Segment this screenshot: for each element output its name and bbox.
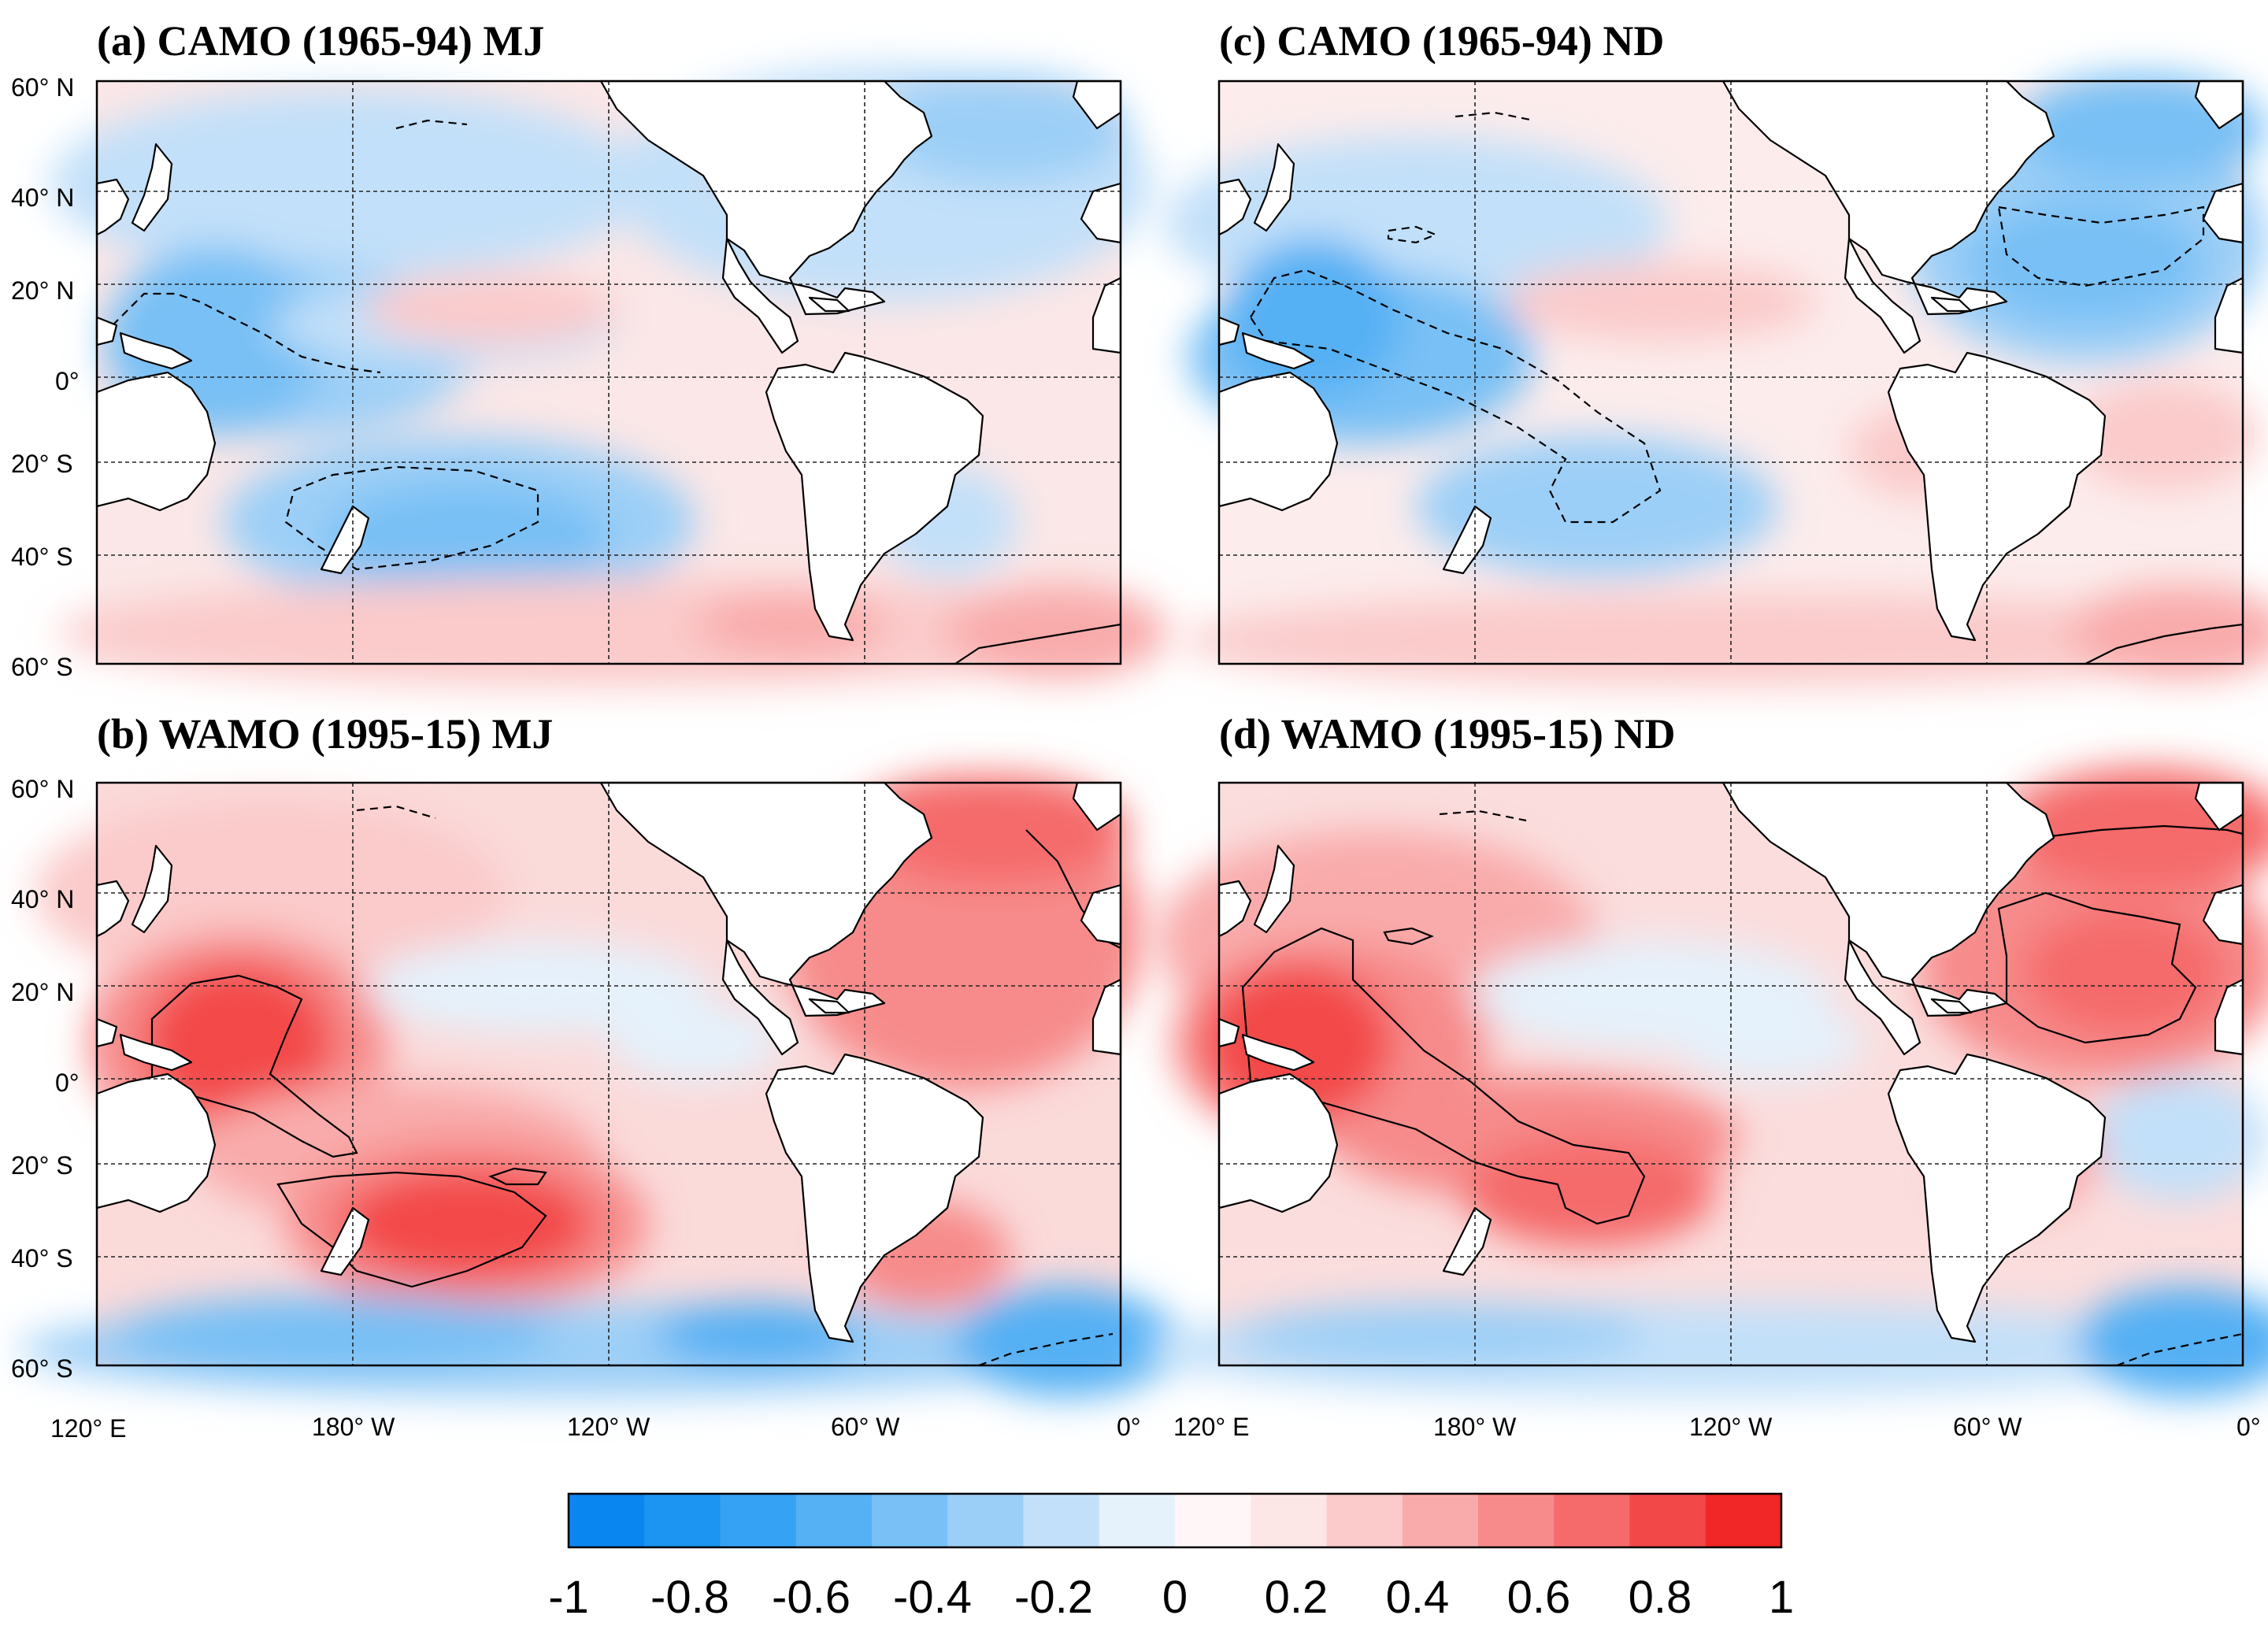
lon-label: 120° W — [567, 1413, 650, 1441]
colorbar-cell — [1099, 1494, 1176, 1547]
colorbar-cell — [947, 1494, 1025, 1547]
lat-label: 20° N — [11, 276, 74, 305]
panel-a-title: (a) CAMO (1965-94) MJ — [97, 17, 544, 65]
lat-label: 60° N — [11, 775, 74, 803]
panel-a: (a) CAMO (1965-94) MJ — [50, 17, 1168, 687]
colorbar-tick-label: 0.4 — [1386, 1572, 1450, 1623]
lon-label: 0° — [2236, 1413, 2261, 1441]
lon-label: 120° W — [1689, 1413, 1773, 1441]
panel-d: (d) WAMO (1995-15) ND — [1140, 710, 2268, 1397]
colorbar-tick-label: -0.8 — [650, 1572, 729, 1623]
colorbar-cell — [1629, 1494, 1707, 1547]
colorbar-cell — [1478, 1494, 1555, 1547]
colorbar-tick-label: 0 — [1162, 1572, 1188, 1623]
lon-labels-right: 120° E 180° W 120° W 60° W 0° — [1173, 1413, 2261, 1441]
lat-label: 40° S — [11, 1244, 73, 1273]
panel-b: (b) WAMO (1995-15) MJ — [18, 710, 1176, 1397]
lat-label: 60° N — [11, 73, 74, 102]
colorbar-tick-label: -0.4 — [893, 1572, 972, 1623]
colorbar-tick-label: -1 — [548, 1572, 589, 1623]
colorbar-cell — [1023, 1494, 1100, 1547]
colorbar-cell — [795, 1494, 873, 1547]
lat-label: 60° S — [11, 653, 73, 681]
colorbar-cell — [1175, 1494, 1251, 1547]
colorbar-cell — [1402, 1494, 1479, 1547]
lat-label: 20° S — [11, 1151, 73, 1180]
lat-label: 40° S — [11, 543, 73, 571]
lat-label: 20° S — [11, 450, 73, 478]
lon-label: 120° E — [50, 1414, 126, 1443]
colorbar-tick-label: 0.6 — [1507, 1572, 1571, 1623]
colorbar-cell — [1251, 1494, 1328, 1547]
lat-labels-bottom: 60° N 40° N 20° N 0° 20° S 40° S 60° S — [11, 775, 80, 1383]
lat-label: 60° S — [11, 1354, 73, 1383]
lon-label: 60° W — [831, 1413, 900, 1441]
panel-c: (c) CAMO (1965-94) ND — [1164, 17, 2268, 687]
lat-label: 0° — [55, 367, 80, 395]
lat-label: 20° N — [11, 978, 74, 1006]
colorbar-tick-label: 0.8 — [1629, 1572, 1692, 1623]
lon-label: 180° W — [1433, 1413, 1517, 1441]
colorbar-tick-label: -0.6 — [772, 1572, 850, 1623]
colorbar-tick-label: 1 — [1769, 1572, 1794, 1623]
lon-label: 180° W — [312, 1413, 395, 1441]
colorbar-tick-label: 0.2 — [1265, 1572, 1329, 1623]
panel-c-map — [1164, 73, 2268, 687]
lon-labels-left: 120° E 180° W 120° W 60° W 0° — [50, 1413, 1141, 1443]
colorbar-cell — [872, 1494, 948, 1547]
colorbar-cell — [569, 1494, 645, 1547]
colorbar-tick-label: -0.2 — [1014, 1572, 1093, 1623]
lat-label: 0° — [55, 1069, 80, 1097]
colorbar-cell — [1705, 1494, 1782, 1547]
colorbar-frame — [567, 1492, 1783, 1549]
panel-d-title: (d) WAMO (1995-15) ND — [1219, 710, 1675, 758]
colorbar-cell — [1554, 1494, 1631, 1547]
lon-label: 0° — [1117, 1413, 1141, 1441]
colorbar: -1 -0.8 -0.6 -0.4 -0.2 0 0.2 0.4 0.6 0.8 1 — [548, 1492, 1794, 1623]
panel-b-title: (b) WAMO (1995-15) MJ — [97, 710, 553, 758]
colorbar-cell — [720, 1494, 797, 1547]
lat-label: 40° N — [11, 885, 74, 913]
lat-label: 40° N — [11, 183, 74, 212]
panel-a-map — [50, 65, 1168, 687]
panel-d-map — [1140, 767, 2268, 1397]
panel-c-title: (c) CAMO (1965-94) ND — [1219, 17, 1664, 65]
lat-labels-top: 60° N 40° N 20° N 0° 20° S 40° S 60° S — [11, 73, 80, 681]
colorbar-cell — [644, 1494, 721, 1547]
lon-label: 120° E — [1173, 1413, 1249, 1441]
colorbar-cell — [1326, 1494, 1403, 1547]
panel-b-map — [18, 775, 1176, 1397]
lon-label: 60° W — [1953, 1413, 2022, 1441]
